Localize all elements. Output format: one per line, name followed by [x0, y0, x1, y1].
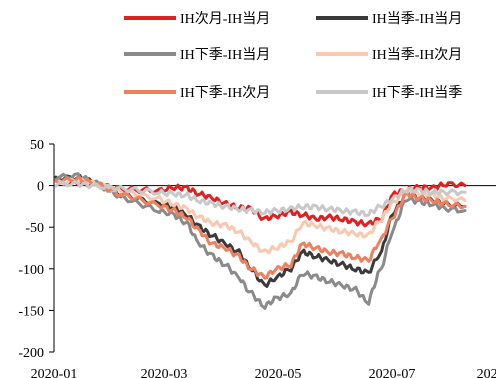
series-line — [54, 176, 467, 280]
x-tick-label: 2020-09 — [477, 367, 496, 378]
series-line — [54, 180, 467, 218]
y-tick-label: -50 — [25, 221, 44, 236]
series-line — [54, 172, 467, 310]
legend-label: IH次月-IH当月 — [180, 11, 270, 27]
y-tick-label: 0 — [37, 180, 44, 195]
x-tick-label: 2020-01 — [31, 367, 78, 378]
y-tick-label: 50 — [30, 138, 44, 153]
x-ticks: 2020-01 2020-03 2020-05 2020-07 2020-09 — [31, 367, 496, 378]
legend-label: IH下季-IH次月 — [180, 85, 270, 101]
y-tick-label: -150 — [18, 304, 44, 319]
y-ticks: 50 0 -50 -100 -150 -200 — [18, 138, 54, 361]
x-tick-label: 2020-05 — [255, 367, 302, 378]
legend: IH次月-IH当月 IH当季-IH当月 IH下季-IH当月 IH当季-IH次月 IH下季… — [124, 11, 462, 101]
x-tick-label: 2020-07 — [369, 367, 416, 378]
legend-label: IH下季-IH当月 — [180, 47, 270, 63]
legend-label: IH当季-IH次月 — [372, 47, 462, 63]
x-tick-label: 2020-03 — [141, 367, 188, 378]
legend-label: IH当季-IH当月 — [372, 11, 462, 27]
legend-label: IH下季-IH当季 — [372, 85, 462, 101]
y-tick-label: -200 — [18, 346, 44, 361]
series-lines — [54, 172, 467, 310]
plot-area: 50 0 -50 -100 -150 -200 2020-01 2020-03 2020-05… — [18, 138, 496, 378]
y-tick-label: -100 — [18, 263, 44, 278]
